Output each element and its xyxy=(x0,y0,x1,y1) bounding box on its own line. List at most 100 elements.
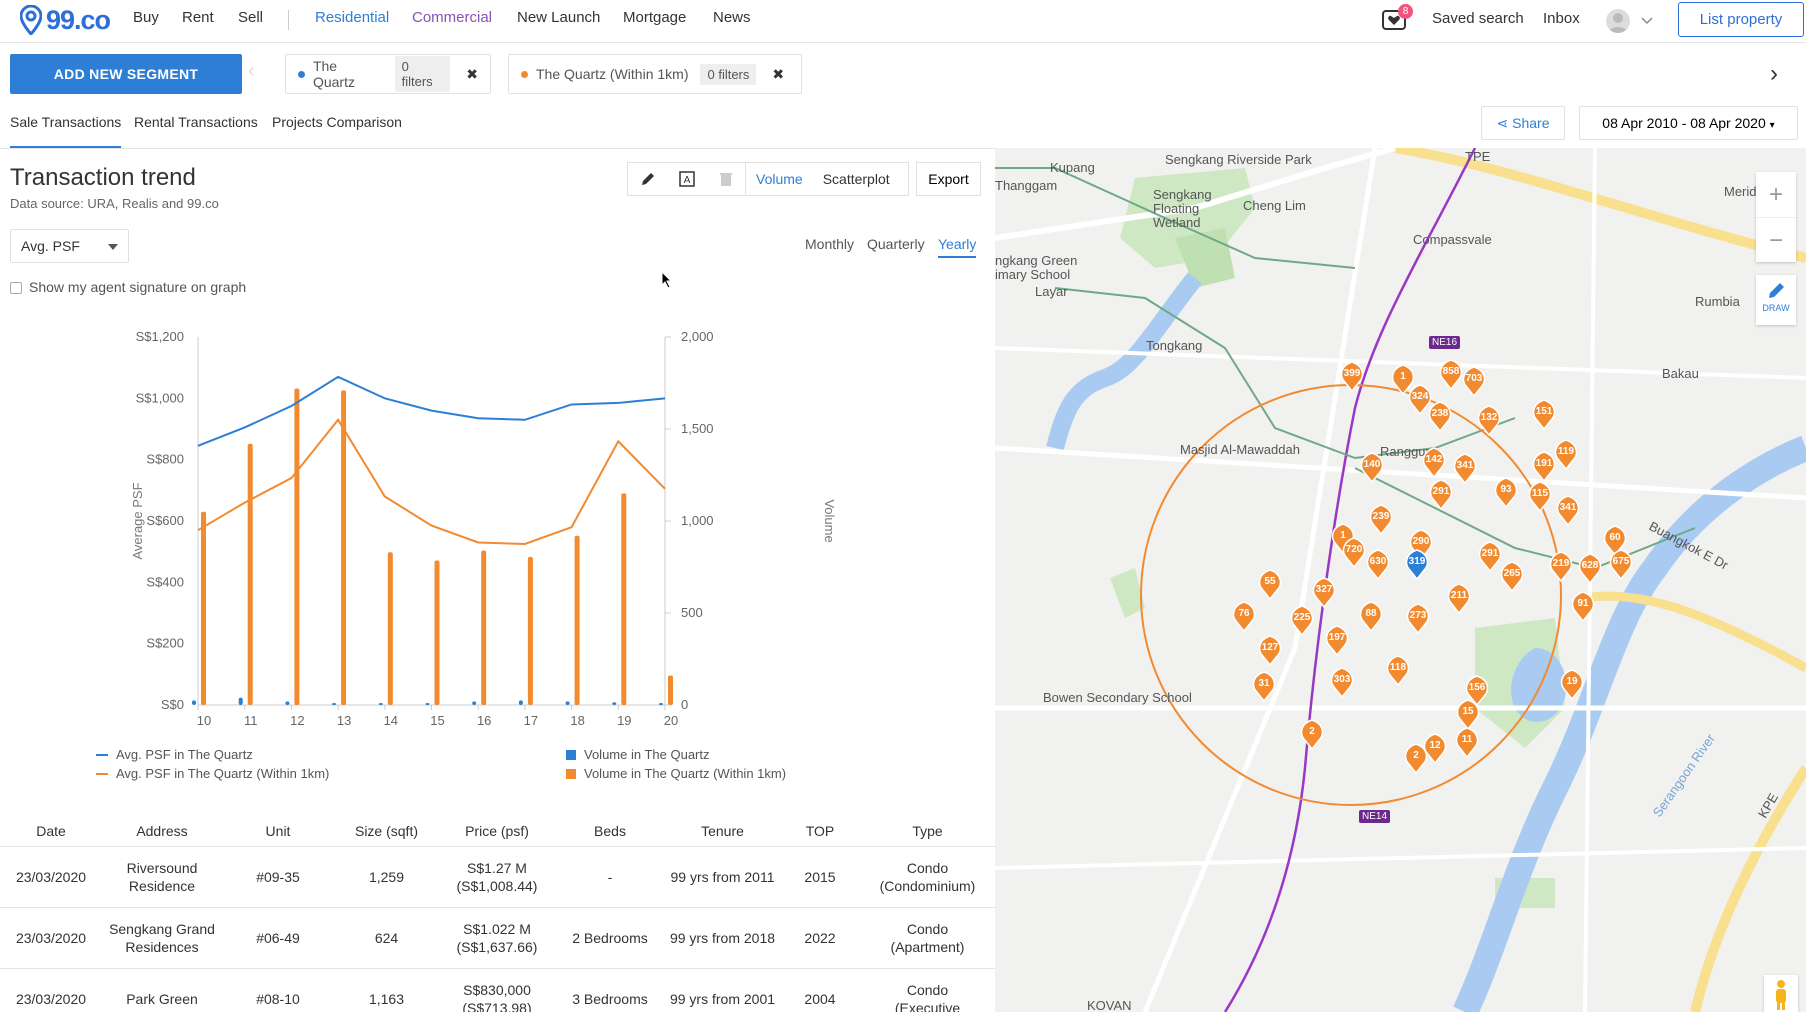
listing-marker[interactable]: 324 xyxy=(1407,383,1433,415)
street-view-pegman-icon[interactable] xyxy=(1764,975,1798,1012)
saved-search-link[interactable]: Saved search xyxy=(1432,10,1524,27)
listing-marker[interactable]: 399 xyxy=(1339,360,1365,392)
listing-marker[interactable]: 127 xyxy=(1257,634,1283,666)
zoom-in-button[interactable]: + xyxy=(1768,181,1783,208)
export-button[interactable]: Export xyxy=(916,162,981,196)
volume-toggle[interactable]: Volume xyxy=(745,163,813,195)
segment-chip-quartz-1km[interactable]: The Quartz (Within 1km) 0 filters ✖ xyxy=(508,54,802,94)
listing-marker[interactable]: 1 xyxy=(1390,363,1416,395)
listing-marker[interactable]: 219 xyxy=(1548,550,1574,582)
listing-marker[interactable]: 628 xyxy=(1577,552,1603,584)
legend-volume-quartz-1km[interactable]: Volume in The Quartz (Within 1km) xyxy=(566,766,786,781)
listing-marker[interactable]: 291 xyxy=(1477,540,1503,572)
listing-marker[interactable]: 675 xyxy=(1608,548,1634,580)
legend-avg-psf-quartz[interactable]: Avg. PSF in The Quartz xyxy=(96,747,253,762)
pencil-icon[interactable] xyxy=(628,163,667,195)
avatar[interactable] xyxy=(1606,9,1630,33)
share-button[interactable]: ⋖ Share xyxy=(1481,106,1565,140)
nav-buy[interactable]: Buy xyxy=(133,9,159,26)
listing-marker[interactable]: 11 xyxy=(1454,726,1480,758)
listing-marker[interactable]: 156 xyxy=(1464,674,1490,706)
listing-marker[interactable]: 291 xyxy=(1428,478,1454,510)
nav-mortgage[interactable]: Mortgage xyxy=(623,9,687,26)
segment-filter-count[interactable]: 0 filters xyxy=(700,63,757,85)
listing-marker[interactable]: 140 xyxy=(1359,451,1385,483)
listing-marker[interactable]: 151 xyxy=(1531,398,1557,430)
segment-chip-quartz[interactable]: The Quartz 0 filters ✖ xyxy=(285,54,491,94)
mrt-station-label[interactable]: NE14 xyxy=(1359,810,1391,823)
metric-select[interactable]: Avg. PSF xyxy=(10,229,129,263)
table-row[interactable]: 23/03/2020 Riversound Residence #09-35 1,… xyxy=(0,845,995,907)
close-icon[interactable]: ✖ xyxy=(466,65,478,82)
listing-marker[interactable]: 88 xyxy=(1358,600,1384,632)
listing-marker[interactable]: 341 xyxy=(1452,452,1478,484)
map-view[interactable]: Sengkang Riverside Park Kupang Thanggam Sen… xyxy=(995,148,1806,1012)
close-icon[interactable]: ✖ xyxy=(772,65,785,82)
listing-marker[interactable]: 303 xyxy=(1329,666,1355,698)
chevron-down-icon[interactable] xyxy=(1641,16,1653,26)
col-top[interactable]: TOP xyxy=(805,822,835,839)
chevron-right-icon[interactable]: › xyxy=(1770,60,1778,87)
draw-button[interactable]: DRAW xyxy=(1756,275,1796,325)
listing-marker[interactable]: 211 xyxy=(1446,582,1472,614)
listing-marker[interactable]: 119 xyxy=(1553,438,1579,470)
col-unit[interactable]: Unit xyxy=(265,822,291,839)
listing-marker[interactable]: 91 xyxy=(1570,590,1596,622)
text-box-icon[interactable]: A xyxy=(667,163,706,195)
scatterplot-toggle[interactable]: Scatterplot xyxy=(822,171,890,187)
listing-marker[interactable]: 238 xyxy=(1427,400,1453,432)
brand-logo[interactable]: 99.co xyxy=(20,2,111,38)
trash-icon[interactable] xyxy=(706,163,745,195)
listing-marker[interactable]: 76 xyxy=(1231,600,1257,632)
col-beds[interactable]: Beds xyxy=(594,822,626,839)
add-new-segment-button[interactable]: ADD NEW SEGMENT xyxy=(10,54,242,94)
col-tenure[interactable]: Tenure xyxy=(701,822,744,839)
listing-marker[interactable]: 630 xyxy=(1365,548,1391,580)
agent-signature-checkbox[interactable] xyxy=(10,282,22,294)
listing-marker[interactable]: 341 xyxy=(1555,494,1581,526)
period-yearly[interactable]: Yearly xyxy=(938,236,977,258)
listing-marker[interactable]: 19 xyxy=(1559,668,1585,700)
col-price[interactable]: Price (psf) xyxy=(465,822,529,839)
listing-marker[interactable]: 191 xyxy=(1531,450,1557,482)
listing-marker[interactable]: 197 xyxy=(1324,624,1350,656)
listing-marker[interactable]: 2 xyxy=(1299,718,1325,750)
tab-projects-comparison[interactable]: Projects Comparison xyxy=(272,114,402,130)
mrt-station-label[interactable]: NE16 xyxy=(1429,336,1461,349)
listing-marker[interactable]: 858 xyxy=(1438,358,1464,390)
saved-listings-button[interactable]: 8 xyxy=(1382,4,1413,32)
listing-marker[interactable]: 31 xyxy=(1251,670,1277,702)
listing-marker[interactable]: 327 xyxy=(1311,576,1337,608)
listing-marker[interactable]: 239 xyxy=(1368,503,1394,535)
table-row[interactable]: 23/03/2020 Park Green #08-10 1,163 S$830… xyxy=(0,967,995,1012)
list-property-button[interactable]: List property xyxy=(1678,2,1804,37)
tab-rental-transactions[interactable]: Rental Transactions xyxy=(134,114,258,130)
listing-marker[interactable]: 225 xyxy=(1289,604,1315,636)
listing-marker[interactable]: 55 xyxy=(1257,568,1283,600)
listing-marker[interactable]: 12 xyxy=(1422,732,1448,764)
listing-marker[interactable]: 93 xyxy=(1493,476,1519,508)
inbox-link[interactable]: Inbox xyxy=(1543,10,1580,27)
listing-marker[interactable]: 319 xyxy=(1404,548,1430,580)
nav-commercial[interactable]: Commercial xyxy=(412,9,493,26)
col-type[interactable]: Type xyxy=(912,822,943,839)
listing-marker[interactable]: 265 xyxy=(1499,560,1525,592)
nav-new-launch[interactable]: New Launch xyxy=(517,9,601,26)
listing-marker[interactable]: 720 xyxy=(1341,536,1367,568)
zoom-out-button[interactable]: − xyxy=(1756,217,1796,262)
legend-volume-quartz[interactable]: Volume in The Quartz xyxy=(566,747,710,762)
chevron-left-icon[interactable]: ‹ xyxy=(248,60,255,82)
listing-marker[interactable]: 703 xyxy=(1461,365,1487,397)
listing-marker[interactable]: 60 xyxy=(1602,524,1628,556)
tab-sale-transactions[interactable]: Sale Transactions xyxy=(10,114,122,148)
period-monthly[interactable]: Monthly xyxy=(805,236,855,252)
col-date[interactable]: Date xyxy=(36,822,66,839)
nav-residential[interactable]: Residential xyxy=(315,9,390,26)
nav-sell[interactable]: Sell xyxy=(238,9,264,26)
listing-marker[interactable]: 132 xyxy=(1476,404,1502,436)
period-quarterly[interactable]: Quarterly xyxy=(867,236,925,252)
listing-marker[interactable]: 273 xyxy=(1405,602,1431,634)
nav-news[interactable]: News xyxy=(713,9,751,26)
date-range-select[interactable]: 08 Apr 2010 - 08 Apr 2020 ▾ xyxy=(1579,106,1798,140)
nav-rent[interactable]: Rent xyxy=(182,9,214,26)
